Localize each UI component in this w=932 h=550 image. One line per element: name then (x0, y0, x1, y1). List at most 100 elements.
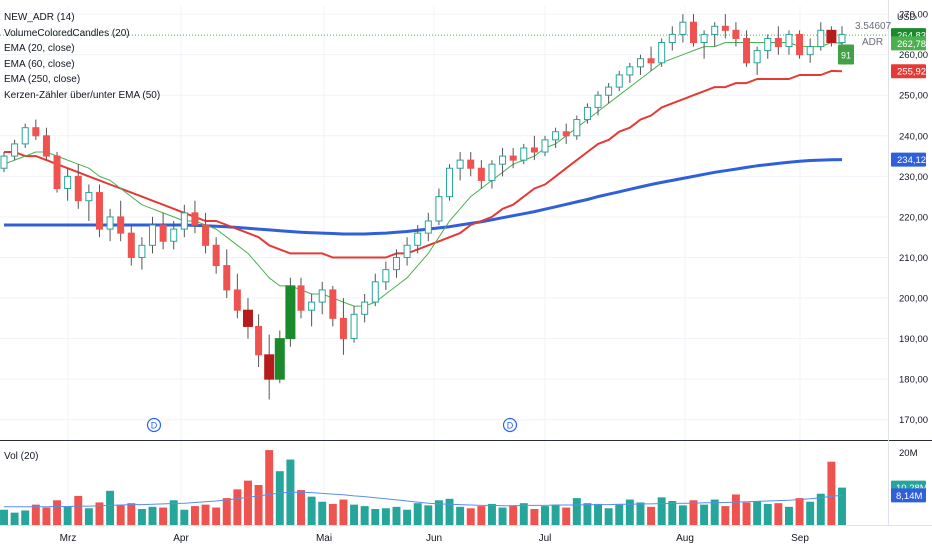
candle-body (679, 21, 687, 35)
candle (647, 46, 655, 71)
volume-bar (159, 507, 168, 525)
volume-bar (636, 502, 645, 525)
last-value-label: 262,78 (897, 39, 926, 50)
volume-last-badge (891, 488, 926, 503)
volume-bar (498, 507, 507, 525)
volume-bar (721, 506, 730, 525)
volume-bar (477, 506, 486, 525)
candle (668, 26, 676, 51)
candle-body (264, 354, 275, 380)
candle-body (117, 216, 125, 234)
volume-legend[interactable]: Vol (20) (4, 451, 39, 462)
grid (0, 0, 932, 526)
candle-body (180, 212, 188, 230)
candle-body (329, 289, 337, 319)
candle-body (32, 127, 40, 137)
currency-label[interactable]: USD (896, 12, 916, 22)
candle (382, 261, 390, 290)
candle (255, 314, 263, 367)
volume-bar (275, 471, 284, 525)
candle-body (647, 58, 655, 64)
adr-value: 3.54607 (855, 21, 892, 32)
candle (679, 14, 687, 43)
dividend-marker: D (502, 417, 518, 433)
price-tick-label: 240,00 (899, 131, 928, 142)
volume-bar (657, 497, 666, 525)
legend-item-candle-counter[interactable]: Kerzen-Zähler über/unter EMA (50) (4, 89, 161, 101)
candle (435, 188, 443, 226)
candle-body (743, 37, 751, 64)
candle (414, 225, 422, 254)
candle (424, 212, 432, 242)
last-value-badge (891, 64, 926, 79)
volume-bar (371, 509, 380, 525)
volume-bar (137, 509, 146, 525)
candle (753, 46, 761, 75)
candle-body (605, 86, 613, 96)
candle-body (711, 25, 719, 35)
dividend-marker-label: D (507, 421, 514, 431)
candle (605, 83, 613, 104)
candle-body (0, 155, 8, 169)
candle-body (424, 220, 432, 234)
candle (689, 14, 697, 47)
candle-body (467, 159, 475, 169)
candle (615, 70, 623, 92)
candle (806, 38, 814, 63)
candle-body (530, 147, 538, 153)
volume-bar (647, 506, 656, 525)
time-axis: Mrz Apr Mai Jun Jul Aug Sep (60, 533, 810, 544)
volume-bar (265, 450, 274, 525)
legend-item-adr[interactable]: NEW_ADR (14) (4, 12, 75, 23)
candle-body (202, 224, 210, 246)
candle (562, 123, 570, 144)
time-tick-label: Sep (791, 533, 809, 544)
candle (180, 204, 188, 238)
candle-body (191, 212, 199, 226)
volume-bar (572, 498, 581, 525)
candle (488, 160, 496, 189)
volume-bar (795, 498, 804, 525)
volume-bar (551, 504, 560, 525)
volume-bar (10, 512, 19, 525)
candle (583, 103, 591, 124)
price-tick-label: 230,00 (899, 172, 928, 183)
volume-bar (63, 506, 72, 525)
volume-bar (710, 499, 719, 525)
counter-badge (838, 44, 854, 65)
candle-body (615, 74, 623, 88)
candle-body (74, 175, 82, 202)
candle (530, 135, 538, 161)
volume-bar (413, 503, 422, 525)
candle (361, 293, 369, 323)
volume-bar (233, 489, 242, 525)
candle-body (21, 127, 29, 145)
candle (42, 127, 50, 161)
legend-item-ema250[interactable]: EMA (250, close) (4, 74, 81, 85)
volume-ma-line (4, 491, 843, 508)
candle-body (233, 289, 241, 311)
legend-item-ema20[interactable]: EMA (20, close) (4, 43, 75, 54)
candle (32, 119, 40, 140)
volume-bar (753, 501, 762, 525)
volume-bar (784, 506, 793, 525)
legend-item-ema60[interactable]: EMA (60, close) (4, 58, 75, 70)
candle (477, 160, 485, 189)
legend-item-volume-candles[interactable]: VolumeColoredCandles (20) (4, 27, 130, 39)
candle (350, 306, 358, 343)
volume-tick-label: 20M (899, 448, 918, 459)
candle (117, 200, 125, 242)
candle-body (520, 147, 528, 161)
volume-bar (594, 503, 603, 525)
volume-bar (392, 506, 401, 525)
candle-body (817, 29, 825, 48)
candle-body (796, 33, 804, 56)
volume-bar (169, 500, 178, 525)
volume-bar (434, 500, 443, 525)
volume-bar (583, 503, 592, 525)
volume-bar (212, 507, 221, 525)
candle (573, 115, 581, 140)
candle (11, 139, 19, 161)
candle (711, 22, 719, 47)
